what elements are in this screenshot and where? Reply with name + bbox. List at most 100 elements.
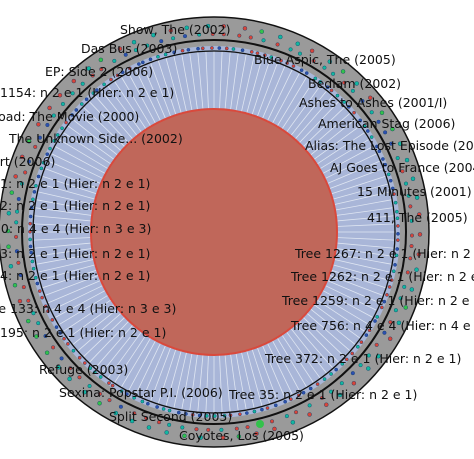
leaf-dot xyxy=(6,211,12,216)
spoke-line xyxy=(285,85,321,134)
leaf-dot xyxy=(327,59,332,64)
leaf-dot xyxy=(156,54,160,59)
leaf-dot xyxy=(240,48,245,53)
spoke-line xyxy=(67,125,116,161)
spoke-line xyxy=(240,55,255,114)
spoke-line xyxy=(94,95,135,141)
leaf-dot xyxy=(406,193,411,198)
leaf-dot xyxy=(12,282,18,288)
spoke-line xyxy=(127,72,157,125)
leaf-dot xyxy=(393,308,398,313)
spoke-line xyxy=(334,207,394,217)
spoke-line xyxy=(335,237,395,241)
spoke-line xyxy=(189,352,199,412)
leaf-dot xyxy=(60,101,65,106)
spoke-line xyxy=(224,353,231,413)
leaf-dot xyxy=(308,386,313,391)
leaf-dot xyxy=(360,98,365,103)
node-label: Heart (2006) xyxy=(0,154,55,169)
leaf-dot xyxy=(83,361,87,365)
leaf-dot xyxy=(28,229,32,234)
leaf-dot xyxy=(45,122,50,127)
spoke-line xyxy=(34,247,94,257)
spoke-line xyxy=(251,59,271,117)
leaf-dot xyxy=(16,260,21,265)
spoke-line xyxy=(54,145,107,175)
leaf-dot xyxy=(151,32,156,38)
leaf-dot xyxy=(265,406,270,410)
leaf-dot xyxy=(55,133,60,137)
leaf-dot xyxy=(416,252,421,257)
spoke-line xyxy=(197,353,204,413)
spoke-line xyxy=(280,333,315,384)
leaf-dot xyxy=(270,419,275,424)
leaf-dot xyxy=(356,344,360,349)
leaf-dot xyxy=(377,149,382,154)
leaf-dot xyxy=(381,157,385,161)
leaf-dot xyxy=(33,275,38,280)
node-label: AJ Goes to France (2004) xyxy=(330,160,474,175)
leaf-dot xyxy=(71,348,76,353)
leaf-dot xyxy=(374,342,379,347)
spoke-line xyxy=(94,323,135,369)
spoke-line xyxy=(41,175,99,195)
leaf-dot xyxy=(133,48,138,53)
spoke-line xyxy=(276,76,308,128)
leaf-dot xyxy=(183,34,188,39)
leaf-dot xyxy=(313,76,318,81)
leaf-dot xyxy=(14,249,19,254)
spoke-line xyxy=(41,269,99,289)
leaf-dot xyxy=(375,144,379,149)
leaf-dot xyxy=(50,318,55,322)
spoke-line xyxy=(321,289,374,319)
node-label: Coyotes, Los (2005) xyxy=(179,428,304,443)
leaf-dot xyxy=(129,418,135,424)
spoke-line xyxy=(235,53,247,113)
leaf-dot xyxy=(259,29,264,34)
leaf-dot xyxy=(263,53,267,57)
spoke-line xyxy=(77,311,123,352)
leaf-dot xyxy=(395,209,399,214)
spoke-line xyxy=(326,279,381,304)
leaf-dot xyxy=(396,320,402,326)
spoke-line xyxy=(328,274,384,296)
spoke-line xyxy=(39,264,97,281)
leaf-dot xyxy=(350,88,355,93)
leaf-dot xyxy=(228,413,233,418)
leaf-dot xyxy=(194,427,199,432)
leaf-dot xyxy=(417,232,423,237)
leaf-dot xyxy=(119,389,124,393)
leaf-dot xyxy=(77,355,82,360)
leaf-dot xyxy=(148,57,153,62)
leaf-dot xyxy=(8,264,14,269)
leaf-dot xyxy=(322,377,327,381)
leaf-dot xyxy=(168,28,174,33)
leaf-dot xyxy=(320,395,325,400)
leaf-dot xyxy=(409,287,415,292)
leaf-dot xyxy=(29,250,33,255)
leaf-dot xyxy=(394,253,399,258)
leaf-dot xyxy=(29,205,34,210)
leaf-dot xyxy=(16,197,21,202)
leaf-dot xyxy=(390,186,395,191)
leaf-dot xyxy=(414,195,420,200)
leaf-dot xyxy=(409,218,414,223)
leaf-dot xyxy=(107,398,112,403)
spoke-line xyxy=(88,100,130,145)
leaf-dot xyxy=(31,266,36,271)
leaf-markers xyxy=(5,23,423,441)
leaf-dot xyxy=(403,305,408,310)
leaf-dot xyxy=(146,425,152,430)
spoke-line xyxy=(333,253,393,265)
spoke-line xyxy=(332,191,391,206)
spoke-line xyxy=(35,253,95,265)
leaf-dot xyxy=(404,157,410,163)
leaf-dot xyxy=(236,434,242,439)
leaf-dot xyxy=(217,46,222,50)
node-label: Road: The Movie (2000) xyxy=(0,109,139,124)
spoke-line xyxy=(50,153,105,180)
leaf-dot xyxy=(358,118,363,123)
leaf-dot xyxy=(366,353,371,358)
spoke-line xyxy=(271,339,301,392)
leaf-dot xyxy=(392,192,396,196)
